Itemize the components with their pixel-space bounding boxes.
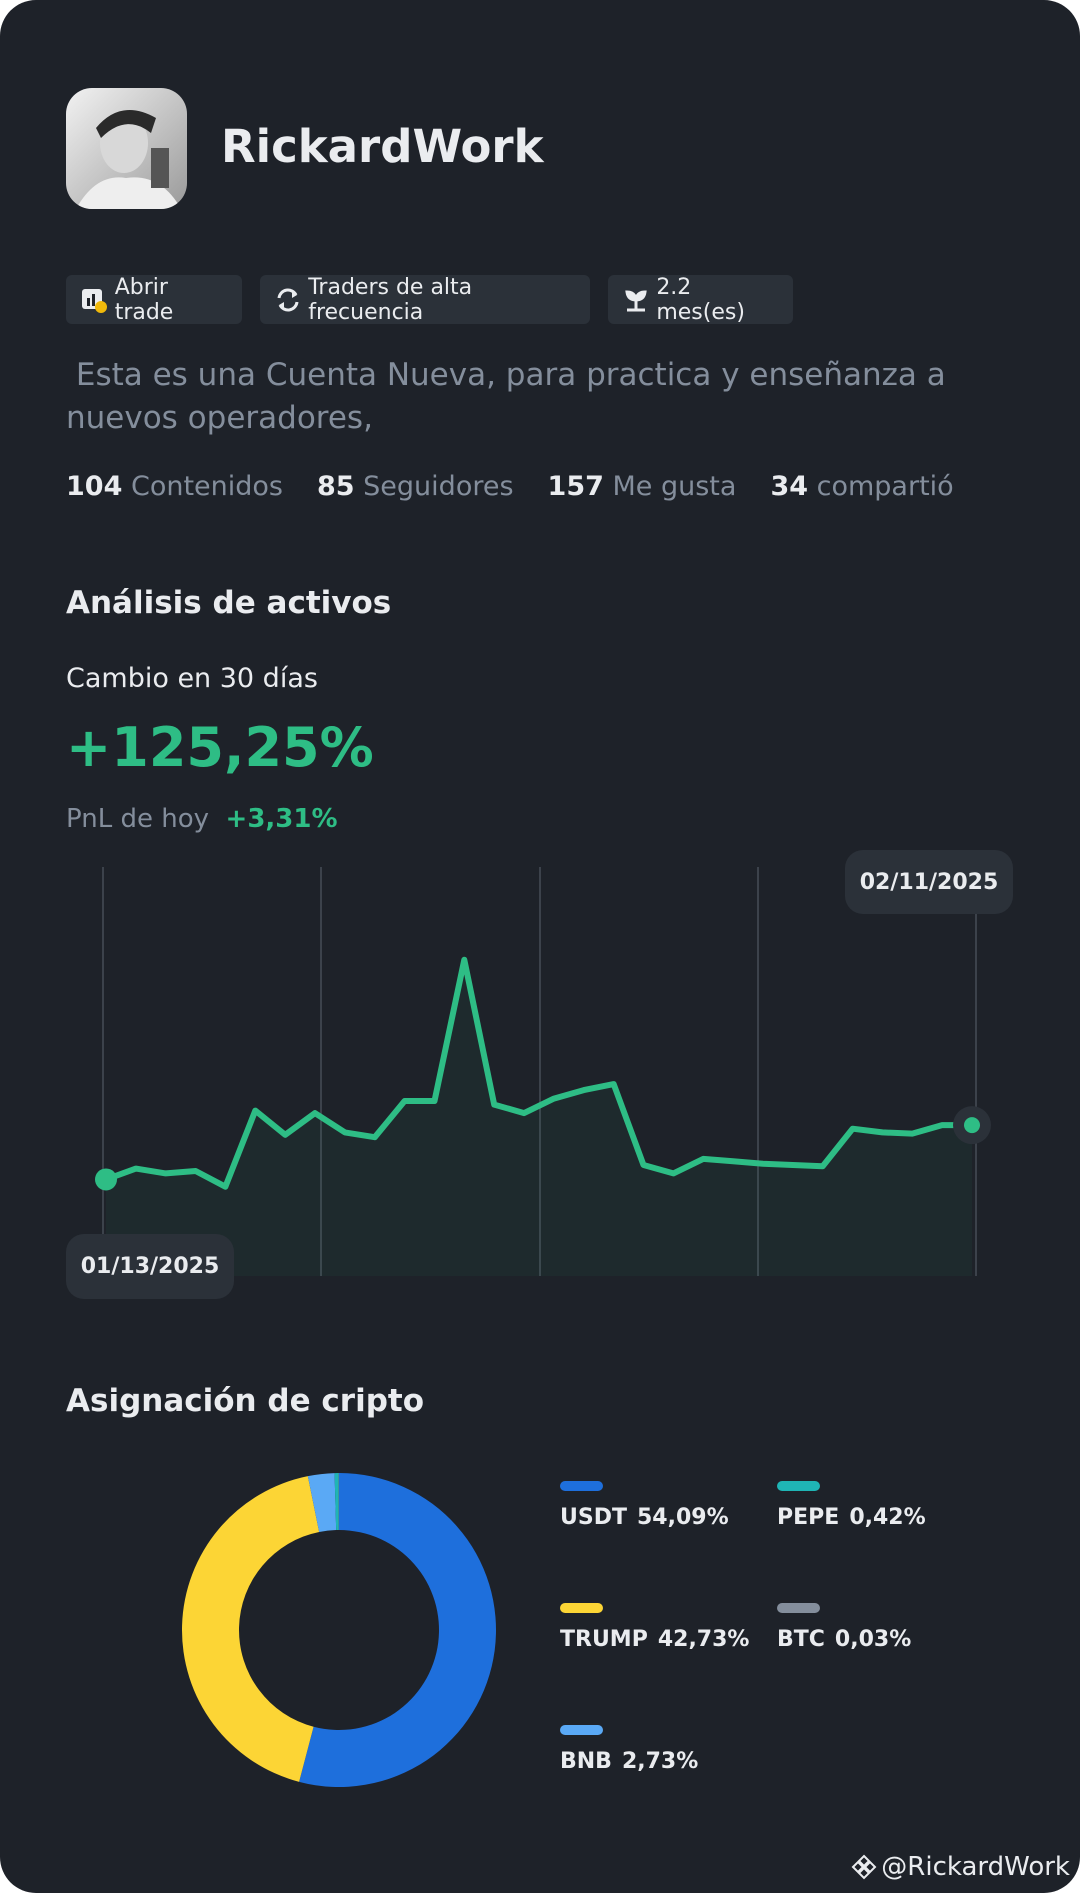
legend-value: 0,42% [849,1505,925,1530]
tag[interactable]: Traders de alta frecuencia [260,274,590,325]
tag-text: 2.2 mes(es) [656,274,745,325]
legend-name: PEPE [777,1505,839,1530]
legend-name: USDT [560,1505,627,1530]
tag-icon [625,289,647,311]
legend-value: 54,09% [637,1505,729,1530]
stat-label: Seguidores [363,471,514,502]
stat: 157 Me gusta [548,471,737,502]
legend-swatch [777,1481,820,1491]
legend-name: BNB [560,1749,612,1774]
tag-icon [82,288,107,313]
section-title: Análisis de activos [66,585,392,621]
stat: 34 compartió [770,471,953,502]
change-label: Cambio en 30 días [66,663,318,694]
tag-text: Abrir trade [114,274,174,325]
line [103,956,975,1190]
legend-value: 0,03% [835,1627,911,1652]
donut-slice [182,1476,320,1782]
donut-slice [307,1473,337,1532]
legend-swatch [560,1481,603,1491]
logo [851,1854,877,1880]
end-point [964,1117,980,1134]
legend-value: 42,73% [658,1627,750,1652]
stat-value: 104 [66,471,123,502]
stats: 104 Contenidos 85 Seguidores 157 Me gusta 3… [66,471,954,502]
legend-name: TRUMP [560,1627,648,1652]
legend-value: 2,73% [622,1749,698,1774]
avatar [66,88,187,209]
tag-icon [277,288,299,311]
stat-value: 85 [317,471,355,502]
stat: 104 Contenidos [66,471,283,502]
stat-label: Me gusta [612,471,737,502]
stat-label: compartió [816,471,954,502]
end-date: 02/11/2025 [860,870,999,895]
start-point [95,1168,117,1191]
donut-slice [299,1473,497,1787]
legend-name: BTC [777,1627,825,1652]
user-name: RickardWork [221,120,544,173]
tag[interactable]: 2.2 mes(es) [608,274,793,325]
donut-slice [334,1473,339,1531]
tag[interactable]: Abrir trade [66,274,242,325]
watermark-text: @RickardWork [881,1852,1070,1882]
stat-value: 157 [547,471,604,502]
legend-swatch [777,1603,820,1613]
pnl-today: PnL de hoy +3,31% [66,804,338,834]
section-title: Asignación de cripto [66,1383,425,1419]
legend-swatch [560,1725,603,1735]
change-value: +125,25% [66,716,374,779]
start-date: 01/13/2025 [81,1254,220,1279]
tag-text: Traders de alta frecuencia [308,274,473,325]
date-badge [66,1234,234,1299]
date-badge [845,850,1013,914]
legend-swatch [560,1603,603,1613]
pnl-value: +3,31% [225,804,338,834]
pnl-label: PnL de hoy [66,804,209,834]
stat-label: Contenidos [130,471,283,502]
stat: 85 Seguidores [317,471,514,502]
area [106,959,972,1276]
bio: Esta es una Cuenta Nueva, para practica … [66,357,956,436]
stat-value: 34 [770,471,809,502]
watermark: @RickardWork [851,1852,1070,1882]
